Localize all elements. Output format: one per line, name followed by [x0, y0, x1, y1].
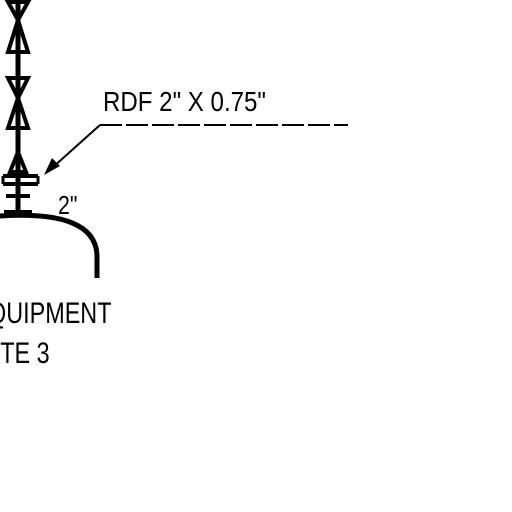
note-label: OTE 3: [0, 337, 50, 370]
reducer-icon: [7, 146, 29, 174]
nozzle-icon: [4, 186, 32, 214]
pipe-size-label: 2": [58, 190, 78, 220]
callout-label: RDF 2" X 0.75": [103, 86, 266, 117]
flange-icon: [1, 174, 40, 186]
valve-1-icon: [4, 0, 32, 54]
callout-leader-arrow: [44, 124, 348, 175]
equipment-vessel-head: [0, 212, 100, 278]
equipment-label: QUIPMENT: [0, 297, 112, 330]
valve-2-icon: [4, 76, 32, 130]
